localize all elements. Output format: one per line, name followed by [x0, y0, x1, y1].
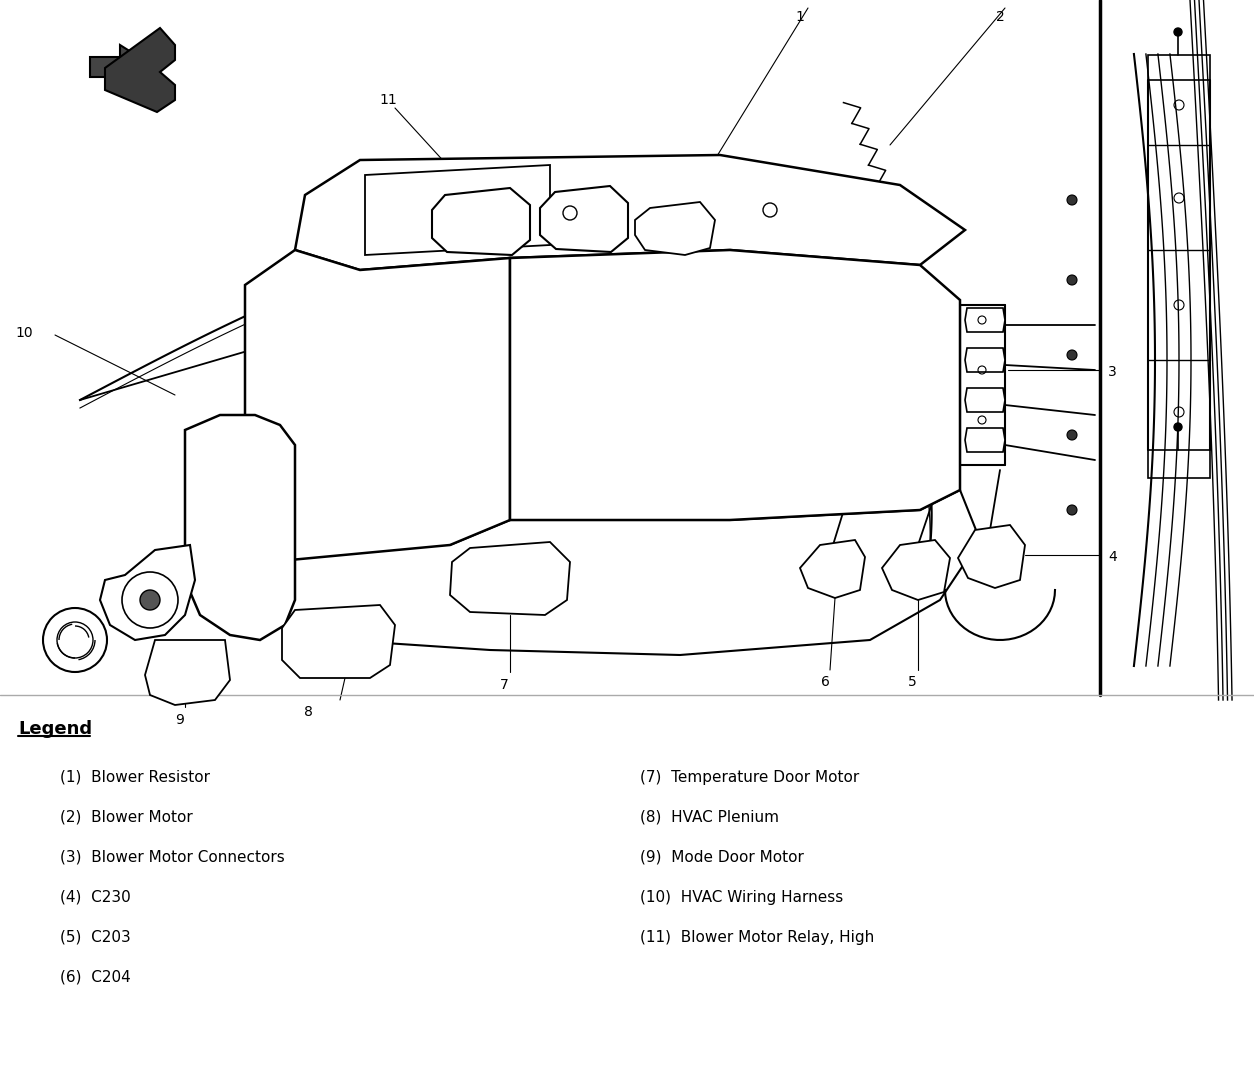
Text: 8: 8 — [303, 705, 312, 719]
Text: Legend: Legend — [18, 720, 92, 738]
Circle shape — [1067, 350, 1077, 360]
Polygon shape — [282, 605, 395, 678]
Polygon shape — [365, 165, 551, 255]
Text: (11)  Blower Motor Relay, High: (11) Blower Motor Relay, High — [640, 930, 874, 945]
Polygon shape — [958, 525, 1025, 589]
Text: (5)  C203: (5) C203 — [60, 930, 130, 945]
Text: (2)  Blower Motor: (2) Blower Motor — [60, 810, 193, 825]
Text: 5: 5 — [908, 675, 917, 689]
Text: 7: 7 — [499, 678, 508, 692]
Text: (7)  Temperature Door Motor: (7) Temperature Door Motor — [640, 770, 859, 785]
Text: 1: 1 — [795, 10, 804, 24]
Text: 10: 10 — [15, 326, 33, 340]
Polygon shape — [431, 188, 530, 255]
Text: 4: 4 — [1109, 550, 1117, 564]
Circle shape — [1174, 28, 1183, 36]
Circle shape — [1067, 430, 1077, 440]
Text: 11: 11 — [379, 93, 396, 107]
Circle shape — [1067, 275, 1077, 285]
Polygon shape — [450, 542, 571, 615]
Circle shape — [1067, 195, 1077, 205]
Text: 6: 6 — [820, 675, 829, 689]
Polygon shape — [105, 28, 176, 112]
Polygon shape — [186, 415, 295, 640]
Polygon shape — [510, 250, 961, 520]
Polygon shape — [90, 45, 155, 90]
Circle shape — [140, 590, 161, 610]
Polygon shape — [966, 348, 1004, 372]
Polygon shape — [100, 545, 196, 640]
Text: 2: 2 — [996, 10, 1004, 24]
Text: (3)  Blower Motor Connectors: (3) Blower Motor Connectors — [60, 850, 285, 865]
Text: (4)  C230: (4) C230 — [60, 890, 130, 905]
Circle shape — [1067, 505, 1077, 515]
Text: 9: 9 — [176, 713, 184, 727]
Text: (8)  HVAC Plenium: (8) HVAC Plenium — [640, 810, 779, 825]
Text: (1)  Blower Resistor: (1) Blower Resistor — [60, 770, 209, 785]
Polygon shape — [966, 308, 1004, 332]
Polygon shape — [882, 540, 951, 600]
Polygon shape — [245, 250, 510, 560]
Text: (9)  Mode Door Motor: (9) Mode Door Motor — [640, 850, 804, 865]
Polygon shape — [800, 540, 865, 598]
Polygon shape — [966, 388, 1004, 412]
Text: 3: 3 — [1109, 365, 1117, 379]
Polygon shape — [145, 640, 229, 705]
Text: (10)  HVAC Wiring Harness: (10) HVAC Wiring Harness — [640, 890, 843, 905]
Polygon shape — [214, 490, 979, 655]
Text: (6)  C204: (6) C204 — [60, 970, 130, 985]
Polygon shape — [540, 186, 628, 253]
Polygon shape — [635, 202, 715, 255]
Circle shape — [1174, 423, 1183, 431]
Polygon shape — [966, 428, 1004, 452]
Polygon shape — [295, 155, 966, 270]
